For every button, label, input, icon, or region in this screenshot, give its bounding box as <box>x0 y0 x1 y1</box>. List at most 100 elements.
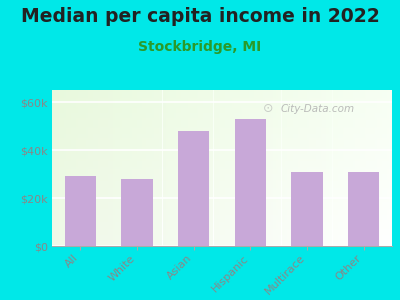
Bar <box>66 90 67 246</box>
Bar <box>134 90 135 246</box>
Bar <box>181 90 183 246</box>
Bar <box>176 90 178 246</box>
Bar <box>52 96 392 97</box>
Bar <box>373 90 375 246</box>
Bar <box>52 213 392 214</box>
Bar <box>356 90 358 246</box>
Bar <box>336 90 338 246</box>
Bar <box>89 90 91 246</box>
Bar <box>193 90 195 246</box>
Bar <box>122 179 152 246</box>
Bar <box>382 90 384 246</box>
Bar <box>264 90 266 246</box>
Bar <box>72 90 74 246</box>
Bar <box>52 201 392 202</box>
Bar <box>52 118 392 119</box>
Bar <box>120 90 122 246</box>
Bar <box>152 90 154 246</box>
Bar <box>215 90 217 246</box>
Bar <box>52 236 392 237</box>
Bar <box>52 195 392 196</box>
Bar <box>52 198 392 199</box>
Bar <box>52 120 392 121</box>
Bar <box>297 90 298 246</box>
Bar <box>52 215 392 216</box>
Bar <box>339 90 341 246</box>
Bar <box>52 132 392 133</box>
Bar <box>52 223 392 224</box>
Bar <box>52 107 392 108</box>
Bar <box>208 90 210 246</box>
Bar <box>293 90 295 246</box>
Bar <box>350 90 351 246</box>
Bar <box>52 170 392 171</box>
Bar <box>52 99 392 100</box>
Bar <box>348 172 379 246</box>
Bar <box>191 90 193 246</box>
Bar <box>162 90 164 246</box>
Bar <box>128 90 130 246</box>
Bar <box>52 141 392 142</box>
Bar <box>52 110 392 111</box>
Bar <box>52 227 392 228</box>
Bar <box>52 222 392 223</box>
Bar <box>159 90 161 246</box>
Bar <box>125 90 127 246</box>
Bar <box>52 168 392 169</box>
Bar <box>256 90 258 246</box>
Bar <box>52 127 392 128</box>
Bar <box>52 204 392 205</box>
Bar <box>314 90 316 246</box>
Bar <box>295 90 297 246</box>
Bar <box>52 216 392 217</box>
Bar <box>52 138 392 139</box>
Bar <box>354 90 356 246</box>
Bar <box>93 90 94 246</box>
Bar <box>286 90 288 246</box>
Bar <box>242 90 244 246</box>
Bar <box>210 90 212 246</box>
Bar <box>52 218 392 219</box>
Bar <box>52 109 392 110</box>
Bar <box>52 134 392 135</box>
Bar <box>52 234 392 235</box>
Bar <box>52 225 392 226</box>
Bar <box>52 153 392 154</box>
Bar <box>338 90 339 246</box>
Bar <box>52 95 392 96</box>
Bar <box>52 121 392 122</box>
Bar <box>334 90 336 246</box>
Bar <box>52 239 392 240</box>
Bar <box>82 90 84 246</box>
Bar <box>52 154 392 155</box>
Bar <box>52 219 392 220</box>
Bar <box>268 90 270 246</box>
Bar <box>52 112 392 113</box>
Bar <box>52 162 392 163</box>
Bar <box>348 90 350 246</box>
Bar <box>217 90 218 246</box>
Bar <box>52 146 392 147</box>
Bar <box>52 184 392 185</box>
Bar <box>270 90 271 246</box>
Bar <box>157 90 159 246</box>
Bar <box>237 90 239 246</box>
Bar <box>64 90 66 246</box>
Bar <box>332 90 334 246</box>
Bar <box>52 90 392 91</box>
Bar <box>52 145 392 146</box>
Bar <box>246 90 248 246</box>
Bar <box>108 90 110 246</box>
Bar <box>161 90 162 246</box>
Bar <box>285 90 286 246</box>
Bar <box>88 90 89 246</box>
Bar <box>249 90 251 246</box>
Bar <box>118 90 120 246</box>
Bar <box>326 90 327 246</box>
Bar <box>60 90 62 246</box>
Bar <box>353 90 354 246</box>
Bar <box>78 90 79 246</box>
Bar <box>79 90 81 246</box>
Bar <box>235 119 266 246</box>
Bar <box>52 136 392 137</box>
